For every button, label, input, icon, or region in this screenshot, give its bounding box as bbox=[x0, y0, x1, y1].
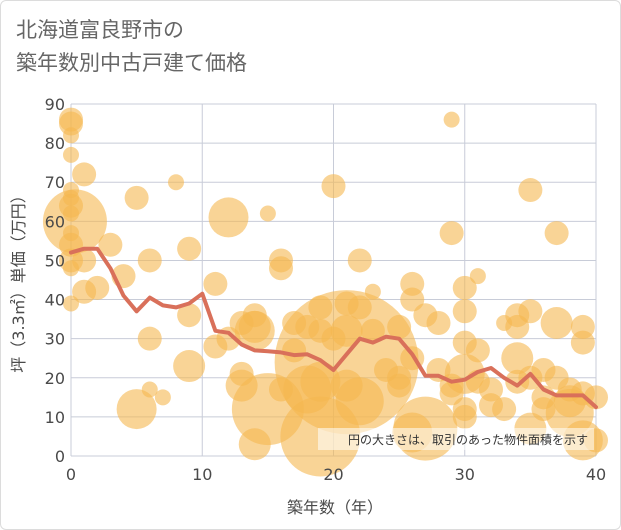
bubble-point bbox=[439, 221, 464, 246]
bubble-point bbox=[141, 381, 158, 398]
bubble-point bbox=[443, 111, 460, 128]
bubble-point bbox=[72, 248, 97, 273]
average-price-line bbox=[69, 246, 598, 410]
y-axis-ticks: 0 10 20 30 40 50 60 70 80 90 bbox=[45, 95, 65, 466]
bubble-point bbox=[501, 342, 534, 375]
x-tick-label: 20 bbox=[323, 465, 343, 484]
x-tick-label: 30 bbox=[455, 465, 475, 484]
bubble-point bbox=[177, 303, 202, 328]
bubble-point bbox=[124, 185, 149, 210]
bubble-point bbox=[203, 271, 228, 296]
x-axis-label: 築年数（年） bbox=[287, 498, 383, 517]
bubble-point bbox=[364, 283, 381, 300]
bubble-point bbox=[492, 397, 517, 422]
bubble-point bbox=[360, 318, 385, 343]
chart-title: 北海道富良野市の 築年数別中古戸建て価格 bbox=[16, 14, 247, 80]
bubble-point bbox=[544, 221, 569, 246]
bubble-series bbox=[42, 107, 608, 477]
bubble-point bbox=[42, 189, 107, 254]
y-tick-label: 60 bbox=[45, 212, 65, 231]
bubble-point bbox=[168, 174, 184, 191]
bubble-point bbox=[570, 330, 595, 355]
bubble-point bbox=[452, 275, 477, 300]
size-annotation: 円の大きさは、取引のあった物件面積を示す bbox=[348, 432, 588, 447]
y-tick-label: 30 bbox=[45, 330, 65, 349]
y-tick-label: 20 bbox=[45, 369, 65, 388]
bubble-point bbox=[85, 275, 110, 300]
bubble-point bbox=[63, 127, 79, 144]
bubble-point bbox=[238, 428, 271, 461]
chart-title-line1: 北海道富良野市の bbox=[16, 18, 184, 42]
y-axis-label: 坪（3.3㎡）単価（万円） bbox=[9, 187, 28, 372]
bubble-point bbox=[98, 232, 123, 257]
bubble-point bbox=[540, 307, 573, 340]
x-tick-label: 10 bbox=[192, 465, 212, 484]
bubble-point bbox=[321, 174, 346, 199]
average-line-series bbox=[69, 246, 598, 410]
bubble-point bbox=[63, 146, 79, 163]
annotation-background bbox=[318, 428, 594, 450]
y-tick-label: 40 bbox=[45, 291, 65, 310]
bubble-point bbox=[177, 236, 202, 261]
bubble-point bbox=[259, 205, 276, 222]
y-tick-label: 0 bbox=[55, 447, 65, 466]
bubble-point bbox=[335, 377, 384, 426]
bubble-point bbox=[72, 162, 97, 187]
bubble-point bbox=[518, 299, 543, 324]
bubble-point bbox=[469, 268, 486, 285]
y-tick-label: 10 bbox=[45, 408, 65, 427]
y-tick-label: 70 bbox=[45, 173, 65, 192]
bubble-point bbox=[518, 178, 543, 203]
y-tick-label: 80 bbox=[45, 134, 65, 153]
x-axis-ticks: 0 10 20 30 40 bbox=[66, 465, 606, 484]
bubble-point bbox=[347, 248, 372, 273]
bubble-point bbox=[234, 310, 275, 351]
bubble-point bbox=[387, 314, 412, 339]
bubble-point bbox=[452, 299, 477, 324]
bubble-point bbox=[137, 326, 162, 351]
bubble-point bbox=[465, 338, 490, 363]
y-tick-label: 90 bbox=[45, 95, 65, 114]
bubble-point bbox=[426, 311, 451, 336]
bubble-point bbox=[347, 295, 372, 320]
bubble-point bbox=[154, 389, 171, 406]
chart-title-line2: 築年数別中古戸建て価格 bbox=[16, 51, 247, 75]
bubble-point bbox=[452, 404, 477, 429]
x-tick-label: 0 bbox=[66, 465, 76, 484]
bubble-point bbox=[269, 256, 293, 281]
x-tick-label: 40 bbox=[586, 465, 606, 484]
bubble-point bbox=[137, 248, 162, 273]
annotation-box: 円の大きさは、取引のあった物件面積を示す bbox=[318, 428, 594, 450]
bubble-point bbox=[116, 389, 157, 430]
bubble-point bbox=[387, 373, 412, 398]
y-tick-label: 50 bbox=[45, 251, 65, 270]
bubble-point bbox=[208, 197, 249, 238]
bubble-point bbox=[59, 111, 83, 136]
bubble-point bbox=[173, 350, 206, 383]
